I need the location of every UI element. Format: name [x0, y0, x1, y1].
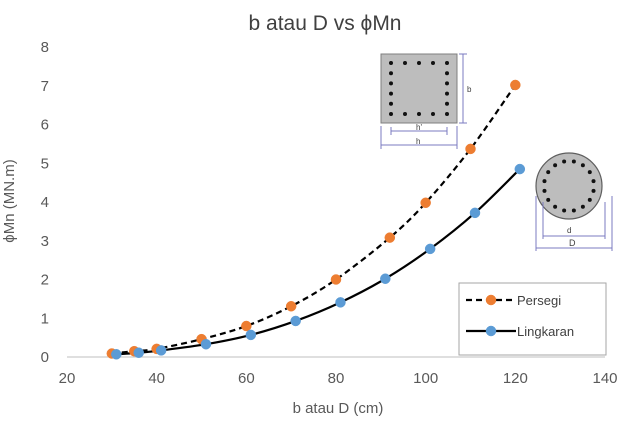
y-tick-label: 4	[41, 194, 49, 211]
legend-lingkaran-label: Lingkaran	[517, 324, 574, 339]
rebar-dot	[591, 179, 596, 184]
rebar-dot	[587, 170, 592, 175]
rebar-dot	[445, 101, 449, 106]
rebar-dot	[546, 170, 551, 175]
data-point-lingkaran	[380, 273, 391, 284]
data-point-lingkaran	[200, 338, 212, 350]
data-point-persegi	[330, 274, 342, 285]
rebar-dot	[389, 71, 393, 76]
rebar-dot	[389, 91, 393, 96]
rebar-dot	[546, 197, 551, 202]
legend-box	[458, 282, 607, 356]
rebar-dot	[553, 163, 558, 168]
dim-hprime-label: h'	[416, 123, 422, 132]
y-axis-title: ϕMn (MN.m)	[1, 159, 18, 242]
rebar-dot	[445, 61, 449, 65]
inset-square-section: b h' h	[380, 53, 472, 149]
rebar-dot	[403, 61, 407, 65]
x-tick-label: 20	[59, 370, 76, 387]
x-tick-label: 40	[148, 370, 165, 387]
dim-d-label: d	[567, 226, 571, 235]
rebar-dot	[417, 112, 421, 116]
data-point-persegi	[465, 143, 476, 155]
rebar-dot	[542, 179, 547, 184]
rebar-dot	[562, 159, 567, 164]
y-tick-label: 1	[41, 310, 49, 327]
rebar-dot	[580, 204, 585, 209]
y-tick-label: 7	[41, 78, 49, 95]
rebar-dot	[542, 188, 547, 193]
data-point-lingkaran	[133, 347, 144, 358]
y-tick-label: 2	[41, 272, 49, 289]
data-point-persegi	[420, 197, 431, 209]
rebar-dot	[431, 112, 435, 116]
x-tick-label: 140	[592, 370, 617, 387]
data-point-lingkaran	[290, 315, 301, 327]
rebar-dot	[431, 61, 435, 65]
rebar-dot	[445, 112, 449, 116]
rebar-dot	[571, 159, 576, 164]
rebar-dot	[587, 197, 592, 202]
rebar-dot	[562, 208, 567, 213]
data-point-lingkaran	[335, 297, 346, 308]
legend-persegi-label: Persegi	[517, 293, 561, 308]
data-point-persegi	[510, 79, 521, 91]
dim-b-label: b	[467, 85, 472, 94]
y-tick-label: 8	[41, 39, 49, 56]
chart-title: b atau D vs ϕMn	[249, 12, 402, 35]
data-point-lingkaran	[424, 243, 436, 255]
rebar-dot	[389, 101, 393, 106]
data-point-persegi	[384, 232, 396, 243]
rebar-dot	[571, 208, 576, 213]
x-axis-title: b atau D (cm)	[293, 400, 384, 417]
rebar-dot	[417, 61, 421, 65]
circle-section-body	[535, 152, 603, 220]
x-tick-label: 80	[328, 370, 345, 387]
rebar-dot	[403, 112, 407, 116]
rebar-dot	[445, 81, 449, 86]
dim-D-label: D	[569, 238, 576, 248]
rebar-dot	[445, 91, 449, 96]
y-tick-label: 0	[41, 349, 49, 366]
y-tick-label: 6	[41, 117, 49, 134]
data-point-lingkaran	[155, 345, 167, 356]
x-tick-label: 60	[238, 370, 255, 387]
data-point-lingkaran	[111, 349, 122, 360]
y-tick-label: 3	[41, 233, 49, 250]
y-tick-label: 5	[41, 155, 49, 172]
rebar-dot	[389, 112, 393, 116]
rebar-dot	[389, 81, 393, 86]
circle-rebar-group	[542, 159, 596, 213]
series-markers	[106, 79, 526, 360]
data-point-lingkaran	[514, 163, 526, 175]
data-point-lingkaran	[245, 329, 257, 341]
rebar-dot	[553, 204, 558, 209]
rebar-dot	[591, 188, 596, 193]
rebar-dot	[580, 163, 585, 168]
legend-lingkaran-marker	[485, 325, 497, 337]
data-point-persegi	[285, 300, 297, 312]
data-point-persegi	[241, 320, 252, 332]
tick-labels: 20 40 60 80 100 120 140 0 1 2 3 4 5 6 7 8	[41, 39, 618, 387]
dim-h-label: h	[416, 137, 420, 146]
square-section-body	[380, 53, 458, 124]
data-point-lingkaran	[469, 207, 481, 219]
series-line-persegi	[111, 84, 517, 355]
x-tick-label: 100	[413, 370, 438, 387]
legend-persegi-marker	[485, 294, 497, 306]
square-rebar-group	[389, 61, 449, 116]
rebar-dot	[445, 71, 449, 76]
rebar-dot	[389, 61, 393, 65]
x-tick-label: 120	[503, 370, 528, 387]
inset-circle-section: d D	[535, 152, 613, 251]
legend: Persegi Lingkaran	[458, 282, 607, 356]
